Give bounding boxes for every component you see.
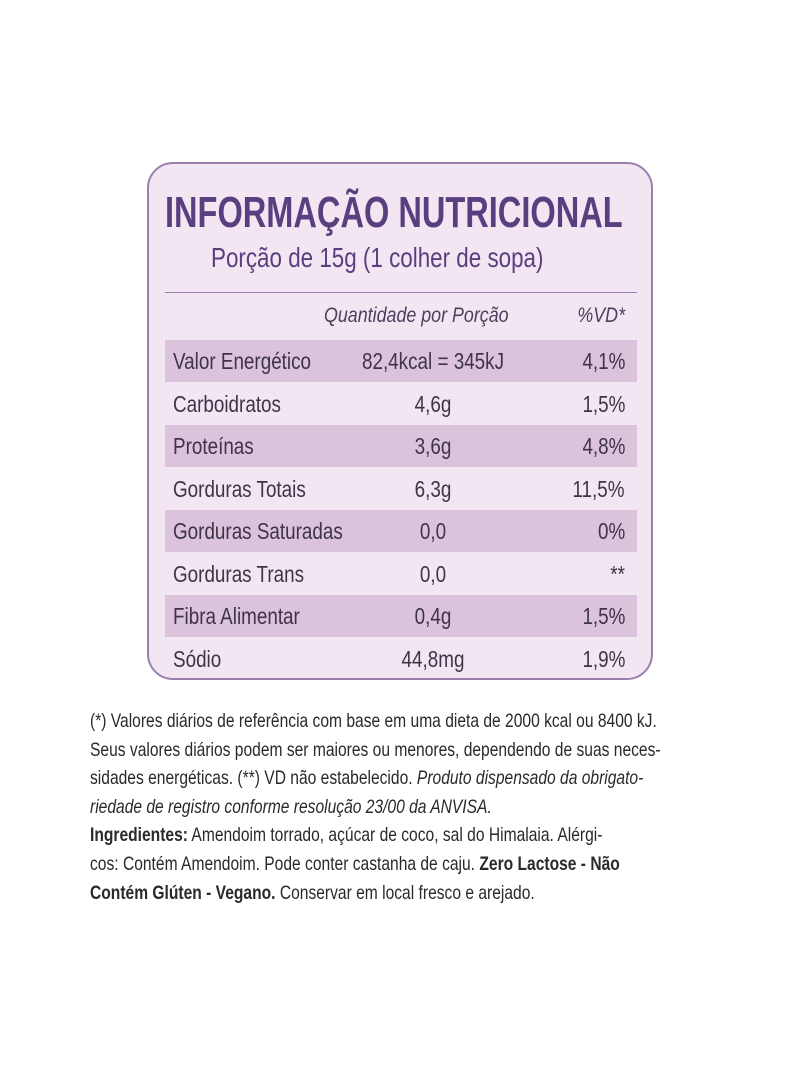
daily-value: 1,5% [582,603,625,629]
nutrient: Gorduras Trans [173,560,305,587]
text: Conservar em local fresco e arejado. [275,881,535,904]
text: Amendoim torrado, açúcar de coco, sal do… [187,824,603,847]
nutrition-panel: INFORMAÇÃO NUTRICIONAL Porção de 15g (1 … [147,162,653,680]
note-line: Contém Glúten - Vegano. Conservar em loc… [90,879,661,908]
column-header: %VD* [577,304,625,327]
subtitle: Porção de 15g (1 colher de sopa) [211,242,544,273]
daily-value: ** [610,560,625,587]
amount: 0,0 [419,518,447,544]
text: cos: Contém Amendoim. Pode conter castan… [90,852,480,875]
table-row: Fibra Alimentar 0,4g 1,5% [165,595,637,637]
text: Seus valores diários podem ser maiores o… [90,738,661,761]
note-line: (*) Valores diários de referência com ba… [90,707,661,736]
note-line: riedade de registro conforme resolução 2… [90,793,661,822]
daily-value: 0% [597,518,625,544]
table-row: Carboidratos 4,6g 1,5% [165,383,637,425]
amount: 6,3g [414,475,452,502]
table-row: Proteínas 3,6g 4,8% [165,425,637,467]
column-header: Quantidade por Porção [324,304,509,327]
nutrient: Sódio [173,645,222,672]
table-row: Gorduras Totais 6,3g 11,5% [165,468,637,510]
nutrient: Gorduras Totais [173,475,306,502]
note-line: Seus valores diários podem ser maiores o… [90,736,661,765]
amount: 3,6g [414,433,452,459]
table-row: Sódio 44,8mg 1,9% [165,638,637,679]
text: Produto dispensado da obrigato- [416,767,644,790]
text: Contém Glúten - Vegano. [90,881,276,904]
amount: 0,0 [419,560,447,587]
title: INFORMAÇÃO NUTRICIONAL [165,188,623,237]
nutrient: Gorduras Saturadas [173,518,343,544]
note-line: Ingredientes: Amendoim torrado, açúcar d… [90,821,661,850]
text: Ingredientes: [90,824,188,847]
daily-value: 4,8% [582,433,625,459]
daily-value: 4,1% [582,348,625,374]
text: sidades energéticas. (**) VD não estabel… [90,767,417,790]
amount: 44,8mg [401,645,465,672]
table-row: Gorduras Saturadas 0,0 0% [165,510,637,552]
daily-value: 1,5% [582,390,625,417]
note-line: sidades energéticas. (**) VD não estabel… [90,764,661,793]
text: Zero Lactose - Não [479,852,620,875]
daily-value: 1,9% [582,645,625,672]
text: riedade de registro conforme resolução 2… [90,795,492,818]
nutrient: Fibra Alimentar [173,603,300,629]
amount: 0,4g [414,603,452,629]
daily-value: 11,5% [572,475,625,502]
text: (*) Valores diários de referência com ba… [90,710,657,732]
nutrient: Proteínas [173,433,254,459]
separator [165,292,637,293]
notes: (*) Valores diários de referência com ba… [90,707,800,907]
nutrient: Carboidratos [173,390,281,417]
note-line: cos: Contém Amendoim. Pode conter castan… [90,850,661,879]
nutrient: Valor Energético [173,348,312,374]
amount: 4,6g [414,390,452,417]
amount: 82,4kcal = 345kJ [361,348,505,374]
table-row: Gorduras Trans 0,0 ** [165,553,637,595]
table-row: Valor Energético 82,4kcal = 345kJ 4,1% [165,340,637,382]
